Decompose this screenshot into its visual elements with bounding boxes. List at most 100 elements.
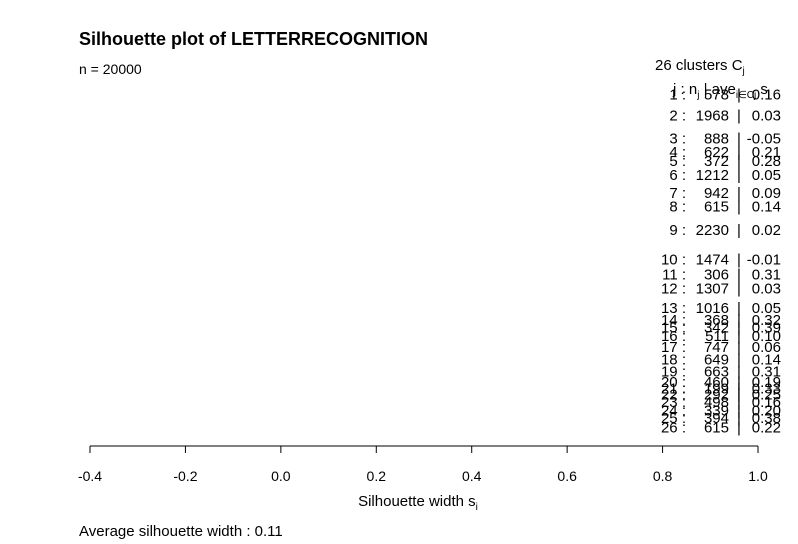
cluster-size-label: 339 <box>704 402 729 419</box>
cluster-id-label: 9 : <box>669 222 686 239</box>
cluster-band <box>280 422 386 432</box>
cluster-size-label: 394 <box>704 410 729 427</box>
cluster-id-label: 15 : <box>661 320 686 337</box>
cluster-band <box>280 354 348 365</box>
cluster-size-label: 498 <box>704 394 729 411</box>
sample-size-label: n = 20000 <box>79 61 142 77</box>
cluster-band <box>280 185 324 201</box>
silhouette-bars <box>257 90 467 432</box>
x-tick-label: -0.2 <box>173 468 197 484</box>
cluster-separator: | <box>737 386 741 403</box>
cluster-ave-label: -0.01 <box>747 251 781 268</box>
cluster-id-label: 20 : <box>661 374 686 391</box>
cluster-size-label: 1474 <box>696 251 729 268</box>
cluster-size-label: 1968 <box>696 107 729 124</box>
cluster-id-label: 26 : <box>661 419 686 436</box>
cluster-id-label: 2 : <box>669 107 686 124</box>
cluster-band <box>280 407 377 413</box>
cluster-size-label: 663 <box>704 363 729 380</box>
cluster-ave-label: 0.06 <box>752 339 781 356</box>
chart-title: Silhouette plot of LETTERRECOGNITION <box>79 29 428 49</box>
cluster-band <box>280 90 358 99</box>
cluster-size-label: 342 <box>704 320 729 337</box>
cluster-id-label: 23 : <box>661 394 686 411</box>
cluster-ave-label: 0.31 <box>752 267 781 284</box>
cluster-id-label: 24 : <box>661 402 686 419</box>
cluster-ave-label: 0.22 <box>752 419 781 436</box>
cluster-size-label: 372 <box>704 153 729 170</box>
cluster-ave-label: 0.25 <box>752 386 781 403</box>
cluster-separator: | <box>737 199 741 216</box>
cluster-id-label: 1 : <box>669 86 686 103</box>
cluster-band <box>280 341 310 353</box>
cluster-band <box>276 248 281 271</box>
cluster-band <box>280 414 463 421</box>
cluster-ave-label: 0.09 <box>752 185 781 202</box>
cluster-separator: | <box>737 320 741 337</box>
cluster-size-label: 199 <box>704 381 729 398</box>
cluster-size-label: 1307 <box>696 281 729 298</box>
x-tick-label: 0.0 <box>271 468 291 484</box>
cluster-ave-label: 0.39 <box>752 320 781 337</box>
cluster-separator: | <box>737 374 741 391</box>
cluster-ave-label: 0.32 <box>752 312 781 329</box>
cluster-separator: | <box>737 328 741 345</box>
cluster-ave-label: 0.16 <box>752 86 781 103</box>
x-tick-label: 0.2 <box>367 468 387 484</box>
cluster-id-label: 22 : <box>661 386 686 403</box>
cluster-separator: | <box>737 107 741 124</box>
cluster-id-label: 5 : <box>669 153 686 170</box>
cluster-band <box>280 317 434 323</box>
cluster-separator: | <box>737 300 741 317</box>
cluster-band <box>280 272 429 277</box>
cluster-ave-label: 0.05 <box>752 300 781 317</box>
cluster-ave-label: -0.05 <box>747 131 781 148</box>
cluster-ave-label: 0.38 <box>752 410 781 427</box>
cluster-ave-label: 0.14 <box>752 199 781 216</box>
cluster-band <box>280 378 372 386</box>
cluster-separator: | <box>737 131 741 148</box>
cluster-id-label: 8 : <box>669 199 686 216</box>
cluster-separator: | <box>737 402 741 419</box>
cluster-ave-label: 0.10 <box>752 328 781 345</box>
cluster-band <box>257 131 281 146</box>
cluster-ave-label: 0.19 <box>752 374 781 391</box>
cluster-band <box>280 300 305 316</box>
cluster-separator: | <box>737 410 741 427</box>
x-tick-label: 1.0 <box>748 468 768 484</box>
cluster-band <box>280 392 401 397</box>
cluster-annotations: 1 : 578 | 0.16 2 : 1968 | 0.03 3 : 888 | -0.05 4 : 62… <box>661 86 781 436</box>
cluster-band <box>280 398 358 406</box>
cluster-size-label: 511 <box>705 328 729 345</box>
cluster-band <box>280 366 429 377</box>
cluster-band <box>280 324 467 331</box>
cluster-size-label: 1016 <box>696 300 729 317</box>
cluster-ave-label: 0.31 <box>752 363 781 380</box>
cluster-size-label: 2230 <box>696 222 729 239</box>
cluster-band <box>280 387 439 391</box>
cluster-id-label: 14 : <box>661 312 686 329</box>
cluster-band <box>280 158 415 164</box>
cluster-separator: | <box>737 363 741 380</box>
cluster-separator: | <box>737 281 741 298</box>
cluster-band <box>280 332 329 340</box>
cluster-ave-label: 0.02 <box>752 222 781 239</box>
cluster-id-label: 7 : <box>669 185 686 202</box>
cluster-ave-label: 0.20 <box>752 402 781 419</box>
cluster-id-label: 13 : <box>661 300 686 317</box>
cluster-size-label: 306 <box>704 267 729 284</box>
x-tick-label: 0.6 <box>557 468 577 484</box>
cluster-size-label: 747 <box>704 339 729 356</box>
cluster-separator: | <box>737 222 741 239</box>
cluster-band <box>280 202 348 212</box>
cluster-size-label: 622 <box>704 144 729 161</box>
x-tick-label: -0.4 <box>78 468 102 484</box>
cluster-size-label: 942 <box>704 185 729 202</box>
cluster-size-label: 578 <box>704 86 729 103</box>
cluster-id-label: 11 : <box>662 267 686 284</box>
cluster-separator: | <box>737 167 741 184</box>
cluster-band <box>280 213 291 247</box>
cluster-id-label: 16 : <box>661 328 686 345</box>
cluster-id-label: 12 : <box>661 281 686 298</box>
